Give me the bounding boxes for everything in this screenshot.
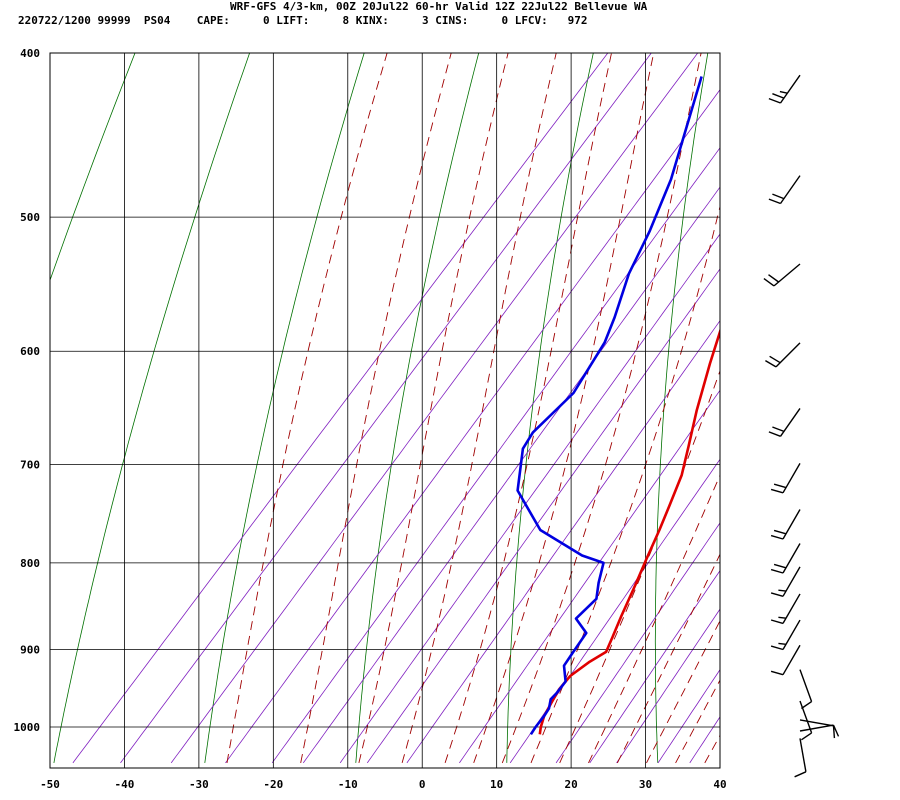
wind-barb [770, 593, 801, 625]
moist-adiabat [300, 53, 452, 763]
moist-adiabat [646, 619, 720, 764]
x-tick-label: -40 [115, 778, 135, 791]
x-tick-label: -50 [40, 778, 60, 791]
mixing-ratio-line [555, 522, 720, 764]
y-axis: 400 500 600 700 800 900 1000 [14, 47, 41, 734]
mixing-ratio-line [459, 389, 720, 764]
moist-adiabat [588, 474, 720, 764]
y-tick-label: 600 [20, 345, 40, 358]
mixing-ratio-line [302, 186, 720, 764]
y-tick-label: 500 [20, 211, 40, 224]
dry-adiabat [795, 15, 828, 763]
wind-barb [768, 408, 801, 437]
dry-adiabat [506, 53, 594, 763]
mixing-ratio-line [339, 233, 720, 764]
dry-adiabat [654, 53, 709, 763]
moist-adiabat [530, 204, 720, 764]
wind-barb [763, 263, 801, 287]
wind-barb [794, 738, 807, 778]
moist-adiabat [226, 53, 388, 763]
chart-title: WRF-GFS 4/3-km, 00Z 20Jul22 60-hr Valid … [230, 0, 648, 13]
moist-adiabat [559, 369, 720, 764]
mixing-ratio-line [225, 89, 720, 764]
y-tick-label: 400 [20, 47, 40, 60]
x-tick-label: 40 [713, 778, 726, 791]
wind-barb [799, 719, 836, 739]
mixing-ratio-line [120, 53, 652, 764]
moist-adiabat [473, 53, 655, 764]
wind-barb [799, 669, 813, 710]
mixing-ratio-line [509, 458, 720, 764]
wind-barb [765, 342, 801, 368]
dewpoint-profile [516, 76, 703, 736]
wind-barb [799, 700, 813, 741]
y-tick-label: 1000 [14, 721, 41, 734]
y-tick-label: 800 [20, 557, 40, 570]
x-tick-label: 30 [639, 778, 652, 791]
mixing-ratio-line [271, 147, 720, 764]
plot-area [49, 15, 900, 769]
isobar-isotherm-grid [50, 52, 720, 768]
wind-barb [770, 543, 801, 574]
wind-barb [770, 463, 801, 494]
x-tick-label: -20 [263, 778, 283, 791]
moist-adiabat [675, 679, 720, 764]
mixing-ratio-line [727, 15, 900, 763]
x-tick-label: 10 [490, 778, 503, 791]
moist-adiabat [616, 553, 720, 764]
sounding-stats: 220722/1200 99999 PS04 CAPE: 0 LIFT: 8 K… [18, 14, 588, 27]
moist-adiabat [358, 53, 509, 764]
wind-barb [770, 619, 801, 651]
mixing-ratio-line [72, 53, 609, 764]
x-tick-label: 20 [564, 778, 577, 791]
x-tick-label: -30 [189, 778, 209, 791]
dry-adiabat [53, 53, 251, 763]
mixing-ratio-line [616, 608, 720, 764]
x-axis: -50 -40 -30 -20 -10 0 10 20 30 40 [40, 778, 727, 791]
mixing-ratio-line [406, 319, 720, 764]
plot-frame [49, 52, 721, 769]
moist-adiabat [704, 734, 720, 764]
moist-adiabat [401, 53, 557, 764]
y-tick-label: 700 [20, 459, 40, 472]
dry-adiabat [204, 53, 365, 763]
wind-barb [770, 644, 801, 676]
x-tick-label: -10 [338, 778, 358, 791]
y-tick-label: 900 [20, 643, 40, 656]
wind-barbs [763, 74, 840, 778]
wind-barb [768, 74, 801, 104]
mixing-ratio-line [689, 716, 720, 764]
wind-barb [799, 724, 840, 737]
dry-adiabat [50, 53, 136, 282]
mixing-ratio-line [366, 268, 720, 764]
wind-barb [770, 509, 801, 540]
wind-barb [768, 175, 801, 205]
moist-adiabat [444, 53, 612, 764]
mixing-ratio-line [764, 15, 900, 763]
wind-barb [770, 566, 801, 597]
mixing-ratio-line [657, 668, 720, 764]
mixing-ratio-line [589, 569, 720, 764]
mixing-ratio-line [170, 53, 699, 764]
x-tick-label: 0 [419, 778, 426, 791]
